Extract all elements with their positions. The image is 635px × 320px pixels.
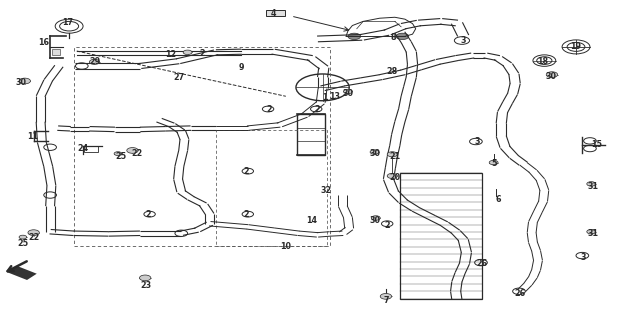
Text: 10: 10 <box>280 242 291 251</box>
Text: 22: 22 <box>28 233 39 242</box>
Text: 2: 2 <box>199 49 205 58</box>
Text: 27: 27 <box>174 73 185 82</box>
Text: 25: 25 <box>116 152 126 161</box>
Text: 14: 14 <box>305 216 317 225</box>
Text: 25: 25 <box>17 239 29 248</box>
Circle shape <box>489 160 498 165</box>
Text: 3: 3 <box>581 253 586 262</box>
Circle shape <box>140 275 151 281</box>
Bar <box>52 49 60 55</box>
Circle shape <box>127 148 138 153</box>
Circle shape <box>19 78 30 84</box>
Circle shape <box>90 59 100 64</box>
Text: 12: 12 <box>165 50 176 59</box>
Text: 17: 17 <box>62 19 73 28</box>
Text: 2: 2 <box>315 105 320 114</box>
Circle shape <box>396 33 409 40</box>
Text: 28: 28 <box>387 67 398 76</box>
Text: 9: 9 <box>239 63 244 72</box>
Text: 5: 5 <box>491 159 497 168</box>
Text: 1: 1 <box>323 93 328 102</box>
Text: 7: 7 <box>383 296 389 305</box>
Circle shape <box>371 216 380 220</box>
Text: 18: 18 <box>537 57 548 66</box>
Text: FR.: FR. <box>22 250 38 266</box>
Circle shape <box>380 293 392 299</box>
Text: 30: 30 <box>545 72 556 81</box>
Circle shape <box>387 152 398 157</box>
Bar <box>84 146 98 152</box>
Text: 30: 30 <box>342 89 354 98</box>
Text: 23: 23 <box>141 281 152 290</box>
Text: 13: 13 <box>329 92 340 101</box>
Bar <box>265 10 284 16</box>
Text: 32: 32 <box>320 186 331 195</box>
Text: 30: 30 <box>369 149 380 158</box>
Bar <box>400 173 482 299</box>
Text: 20: 20 <box>389 173 400 182</box>
Circle shape <box>28 230 39 236</box>
Text: 24: 24 <box>77 144 89 153</box>
Text: 2: 2 <box>244 210 250 219</box>
Text: 31: 31 <box>587 182 599 191</box>
Text: 8: 8 <box>391 33 396 42</box>
Bar <box>297 114 325 155</box>
Text: 11: 11 <box>27 132 38 140</box>
Text: 6: 6 <box>495 195 501 204</box>
Circle shape <box>546 72 558 77</box>
Text: 29: 29 <box>89 57 100 66</box>
Text: 30: 30 <box>15 78 27 87</box>
Text: 16: 16 <box>38 38 50 47</box>
Text: 4: 4 <box>271 9 276 18</box>
Circle shape <box>587 229 596 234</box>
Circle shape <box>587 182 596 186</box>
Text: 2: 2 <box>244 167 250 176</box>
Text: 3: 3 <box>460 36 466 45</box>
Bar <box>7 266 37 280</box>
Circle shape <box>387 173 398 179</box>
Text: 2: 2 <box>267 105 272 114</box>
Circle shape <box>348 33 361 40</box>
Text: 2: 2 <box>145 210 151 219</box>
Circle shape <box>114 152 122 156</box>
Circle shape <box>344 89 352 94</box>
Text: 30: 30 <box>369 216 380 225</box>
Text: 26: 26 <box>515 289 526 298</box>
Text: 15: 15 <box>591 140 602 148</box>
Text: 2: 2 <box>384 221 390 230</box>
Circle shape <box>19 235 27 239</box>
Text: 22: 22 <box>131 149 142 158</box>
Text: 26: 26 <box>477 259 488 268</box>
Text: 3: 3 <box>474 137 480 146</box>
Text: 31: 31 <box>587 229 599 238</box>
Text: 19: 19 <box>570 42 582 52</box>
Circle shape <box>183 50 192 54</box>
Circle shape <box>370 150 379 154</box>
Text: 21: 21 <box>389 152 400 161</box>
Bar <box>74 47 330 246</box>
Bar <box>216 130 327 246</box>
